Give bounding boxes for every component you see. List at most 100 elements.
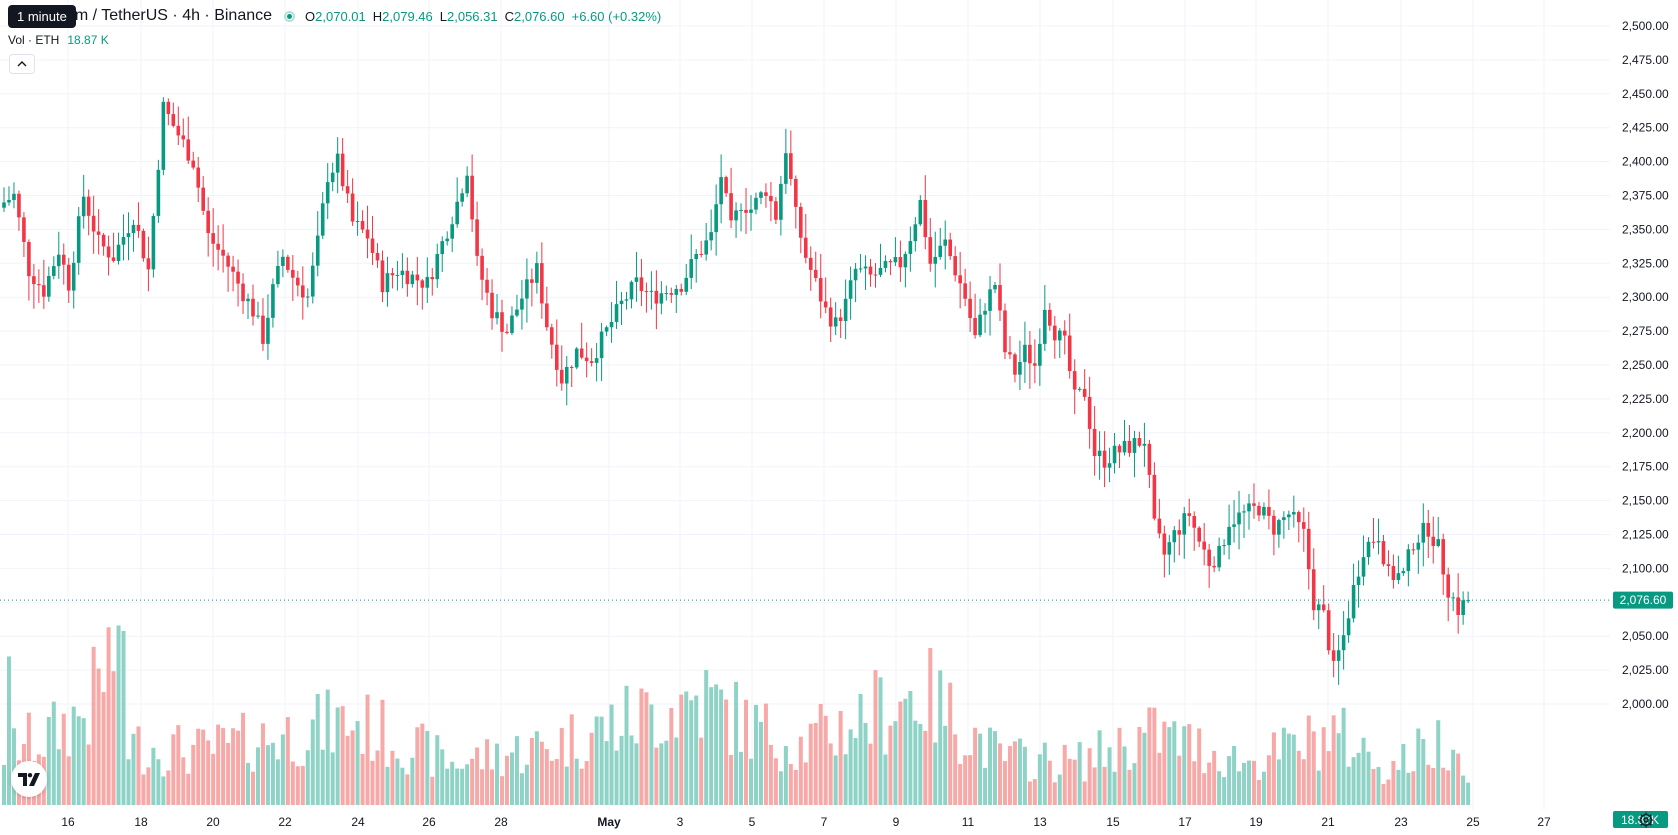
volume-bar <box>669 707 674 805</box>
candle-body <box>76 216 81 263</box>
candle-body <box>520 298 524 310</box>
high-label: H <box>372 8 383 24</box>
candle-body <box>1461 600 1465 616</box>
symbol-title[interactable]: um / TetherUS · 4h · Binance <box>66 7 273 24</box>
volume-bar <box>445 768 450 805</box>
volume-bar <box>1316 770 1321 805</box>
price-axis[interactable]: 2,000.002,025.002,050.002,075.002,100.00… <box>1622 19 1669 711</box>
date-tick-label: 18 <box>134 815 148 829</box>
volume-bar <box>753 704 758 805</box>
volume-bar <box>405 774 410 805</box>
volume-bar <box>714 684 719 805</box>
volume-bar <box>963 755 968 805</box>
candle-body <box>1028 344 1032 364</box>
candle-body <box>564 366 569 384</box>
volume-bar <box>1092 767 1097 805</box>
candle-body <box>17 193 21 218</box>
candle-body <box>639 277 644 292</box>
volume-bar <box>270 742 275 805</box>
volume-bar <box>1222 777 1227 805</box>
candle-body <box>1371 541 1376 543</box>
candle-body <box>764 192 768 196</box>
gear-icon[interactable] <box>1637 811 1655 829</box>
volume-bar <box>749 758 753 805</box>
volume-bar <box>325 689 330 805</box>
candle-body <box>66 264 71 291</box>
candle-body <box>634 277 639 282</box>
volume-bar <box>559 727 564 805</box>
date-tick-label: 28 <box>494 815 508 829</box>
volume-bar <box>1007 746 1012 805</box>
candle-body <box>1401 571 1406 574</box>
candle-body <box>644 291 649 293</box>
volume-bar <box>773 758 778 805</box>
volume-bar <box>1356 752 1361 805</box>
date-tick-label: 24 <box>351 815 365 829</box>
date-tick-label: 22 <box>278 815 292 829</box>
volume-bar <box>684 691 689 805</box>
candle-body <box>480 255 484 280</box>
volume-bar <box>1202 773 1207 805</box>
candle-body <box>460 193 464 202</box>
candle-body <box>1152 474 1157 519</box>
chart-pane[interactable] <box>0 0 1610 835</box>
volume-bar <box>958 763 963 805</box>
volume-bar <box>265 745 270 805</box>
volume-bar <box>1421 738 1426 805</box>
volume-bar <box>111 671 116 805</box>
candle-body <box>1082 388 1087 397</box>
candle-body <box>266 317 270 344</box>
volume-bar <box>873 670 878 805</box>
candle-body <box>116 244 121 261</box>
volume-bar <box>539 741 544 805</box>
volume-bar <box>335 707 340 805</box>
volume-bar <box>579 768 584 805</box>
market-status-icon[interactable] <box>284 10 296 22</box>
volume-bar <box>6 656 11 805</box>
candle-body <box>1132 438 1137 453</box>
volume-bar <box>255 747 260 805</box>
candle-body <box>953 256 957 276</box>
candle-body <box>1292 512 1296 515</box>
candle-body <box>1127 440 1132 453</box>
volume-bar <box>1082 781 1087 805</box>
candle-body <box>803 237 808 258</box>
volume-bar <box>151 747 156 805</box>
candle-body <box>1122 440 1127 453</box>
logo-mark <box>18 772 40 786</box>
candle-body <box>1391 566 1396 580</box>
price-tick-label: 2,500.00 <box>1622 19 1669 33</box>
volume-bar <box>1227 756 1232 805</box>
candle-body <box>719 177 723 205</box>
candle-body <box>599 331 604 359</box>
volume-legend[interactable]: Vol · ETH 18.87 K <box>8 33 109 47</box>
tradingview-logo-icon[interactable] <box>11 761 47 797</box>
volume-bar <box>813 722 818 805</box>
date-tick-label: May <box>597 815 621 829</box>
candle-body <box>898 257 903 268</box>
collapse-legend-button[interactable] <box>9 54 35 74</box>
volume-bar <box>410 757 415 805</box>
time-axis[interactable]: 16 18 20 22 24 26 28 May 3 5 7 9 11 13 15 17 19 21 23 25 27 <box>61 815 1551 829</box>
candle-body <box>769 195 773 202</box>
candle-body <box>465 175 469 194</box>
candle-body <box>81 196 86 217</box>
price-tick-label: 2,250.00 <box>1622 358 1669 372</box>
volume-bar <box>415 727 420 805</box>
volume-bar <box>993 731 998 805</box>
volume-bar <box>1182 726 1187 805</box>
volume-bar <box>1232 745 1237 805</box>
volume-bar <box>310 719 315 805</box>
volume-bar <box>808 723 813 805</box>
date-tick-label: 17 <box>1178 815 1192 829</box>
volume-bar <box>86 744 91 805</box>
volume-bar <box>1286 733 1291 805</box>
high-value: 2,079.46 <box>382 8 433 24</box>
date-tick-label: 13 <box>1033 815 1047 829</box>
candle-body <box>938 245 943 257</box>
candle-body <box>973 317 977 336</box>
volume-bar <box>465 764 470 805</box>
volume-bar <box>1391 760 1396 805</box>
candle-body <box>425 277 430 288</box>
